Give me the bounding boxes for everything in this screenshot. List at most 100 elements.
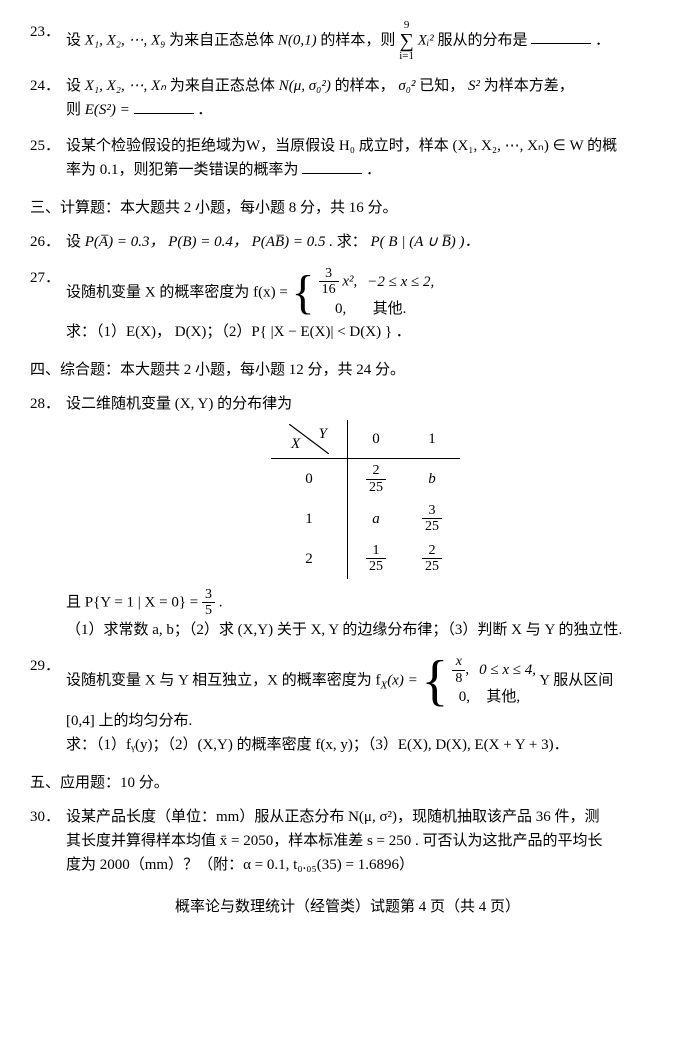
text: 0 ≤ x ≤ 4, (479, 659, 536, 682)
text: 设随机变量 X 与 Y 相互独立，X 的概率密度为 f (66, 673, 380, 689)
fill-blank (531, 28, 591, 44)
text: N(μ, σ₀²) (279, 78, 331, 94)
q24-number: 24． (30, 74, 66, 122)
q26-number: 26． (30, 230, 66, 254)
text: 设 (66, 32, 81, 48)
text: 且 P{Y = 1 | X = 0} = (66, 594, 202, 610)
piecewise-function: { 316 x², −2 ≤ x ≤ 2, 0, 其他. (292, 266, 435, 320)
cell: a (348, 499, 405, 539)
text: 为来自正态总体 (169, 32, 274, 48)
text: 设某个检验假设的拒绝域为W，当原假设 H₀ 成立时，样本 (X₁, X₂, ⋯,… (66, 138, 617, 154)
q29-body: 设随机变量 X 与 Y 相互独立，X 的概率密度为 fX(x) = { x8, … (66, 654, 665, 756)
text: 其他. (373, 298, 407, 321)
q28-number: 28． (30, 392, 66, 642)
text: P(A̅) = 0.3， P(B) = 0.4， P(AB̅) = 0.5 . (85, 234, 333, 250)
text: 已知， (419, 78, 464, 94)
fill-blank (302, 158, 362, 174)
page-footer: 概率论与数理统计（经管类）试题第 4 页（共 4 页） (30, 895, 665, 919)
condition-line: 且 P{Y = 1 | X = 0} = 35 . (66, 587, 665, 619)
text: 率为 0.1，则犯第一类错误的概率为 (66, 162, 299, 178)
text: [0,4] 上的均匀分布. (66, 713, 192, 729)
text: ． (595, 32, 610, 48)
text: 求：（1）fᵧ(y)；（2）(X,Y) 的概率密度 f(x, y)；（3）E(X… (66, 737, 569, 753)
text: X₁, X₂, ⋯, Xₙ (85, 78, 166, 94)
left-brace-icon: { (421, 659, 448, 704)
q30-body: 设某产品长度（单位：mm）服从正态分布 N(μ, σ²)，现随机抽取该产品 36… (66, 805, 665, 877)
text: −2 ≤ x ≤ 2, (367, 271, 434, 294)
question-27: 27． 设随机变量 X 的概率密度为 f(x) = { 316 x², −2 ≤… (30, 266, 665, 344)
col-header: 1 (404, 420, 460, 459)
cell: 225 (404, 539, 460, 579)
section-4-heading: 四、综合题：本大题共 2 小题，每小题 12 分，共 24 分。 (30, 358, 665, 382)
text: P( B | (A ∪ B̅) )． (371, 234, 480, 250)
text: Xᵢ² (418, 32, 434, 48)
row-header: 0 (271, 459, 348, 499)
cases: x8, 0 ≤ x ≤ 4, 0, 其他, (452, 654, 536, 708)
text: , (465, 662, 469, 678)
row-header: 2 (271, 539, 348, 579)
sum-lower: i=1 (399, 50, 414, 62)
text: 设二维随机变量 (X, Y) 的分布律为 (66, 396, 292, 412)
text: ． (197, 102, 212, 118)
y-label: Y (319, 422, 327, 446)
question-29: 29． 设随机变量 X 与 Y 相互独立，X 的概率密度为 fX(x) = { … (30, 654, 665, 756)
row-header: 1 (271, 499, 348, 539)
cell: b (404, 459, 460, 499)
q28-body: 设二维随机变量 (X, Y) 的分布律为 Y X 0 1 0 225 b (66, 392, 665, 642)
text: 求： (337, 234, 371, 250)
section-5-heading: 五、应用题：10 分。 (30, 771, 665, 795)
q27-number: 27． (30, 266, 66, 344)
subparts: （1）求常数 a, b；（2）求 (X,Y) 关于 X, Y 的边缘分布律；（3… (66, 618, 665, 642)
cell: 125 (348, 539, 405, 579)
q25-number: 25． (30, 134, 66, 182)
text: S² (468, 78, 480, 94)
text: σ₀² (398, 78, 415, 94)
cell: 325 (404, 499, 460, 539)
q26-body: 设 P(A̅) = 0.3， P(B) = 0.4， P(AB̅) = 0.5 … (66, 230, 665, 254)
q23-body: 设 X₁, X₂, ⋯, X₉ 为来自正态总体 N(0,1) 的样本，则 9 ∑… (66, 20, 665, 62)
text: 为来自正态总体 (170, 78, 275, 94)
fill-blank (134, 98, 194, 114)
cases: 316 x², −2 ≤ x ≤ 2, 0, 其他. (319, 266, 435, 320)
text: Y 服从区间 (539, 673, 613, 689)
q27-body: 设随机变量 X 的概率密度为 f(x) = { 316 x², −2 ≤ x ≤… (66, 266, 665, 344)
section-3-heading: 三、计算题：本大题共 2 小题，每小题 8 分，共 16 分。 (30, 196, 665, 220)
fraction: 35 (202, 587, 215, 619)
text: 设 (66, 78, 81, 94)
table-corner: Y X (271, 420, 348, 459)
distribution-table: Y X 0 1 0 225 b 1 a 325 2 125 225 (271, 420, 460, 578)
col-header: 0 (348, 420, 405, 459)
text: 0, (319, 298, 363, 321)
fraction: 316 (319, 266, 339, 298)
text: 的样本，则 (320, 32, 395, 48)
text: 服从的分布是 (438, 32, 528, 48)
x-label: X (291, 432, 300, 456)
piecewise-function: { x8, 0 ≤ x ≤ 4, 0, 其他, (421, 654, 536, 708)
q29-number: 29． (30, 654, 66, 756)
text: 则 (66, 102, 81, 118)
text: 的样本， (335, 78, 395, 94)
cell: 225 (348, 459, 405, 499)
text: ． (366, 162, 381, 178)
text: x², (342, 273, 357, 289)
text: 设某产品长度（单位：mm）服从正态分布 N(μ, σ²)，现随机抽取该产品 36… (66, 809, 600, 825)
question-26: 26． 设 P(A̅) = 0.3， P(B) = 0.4， P(AB̅) = … (30, 230, 665, 254)
q30-number: 30． (30, 805, 66, 877)
sigma-icon: ∑ (399, 31, 414, 51)
numer: 3 (319, 266, 339, 282)
question-28: 28． 设二维随机变量 (X, Y) 的分布律为 Y X 0 1 0 225 b (30, 392, 665, 642)
text: (x) = (387, 673, 418, 689)
text: N(0,1) (278, 32, 317, 48)
text: 0, (452, 686, 476, 709)
denom: 16 (319, 282, 339, 297)
text: . (219, 594, 223, 610)
text: 为样本方差， (484, 78, 574, 94)
question-24: 24． 设 X₁, X₂, ⋯, Xₙ 为来自正态总体 N(μ, σ₀²) 的样… (30, 74, 665, 122)
text: 度为 2000（mm）？（附：α = 0.1, t₀.₀₅(35) = 1.68… (66, 857, 414, 873)
text: X₁, X₂, ⋯, X₉ (85, 32, 166, 48)
question-25: 25． 设某个检验假设的拒绝域为W，当原假设 H₀ 成立时，样本 (X₁, X₂… (30, 134, 665, 182)
text: 设 (66, 234, 81, 250)
text: 其他, (486, 686, 520, 709)
q25-body: 设某个检验假设的拒绝域为W，当原假设 H₀ 成立时，样本 (X₁, X₂, ⋯,… (66, 134, 665, 182)
text: 设随机变量 X 的概率密度为 f(x) = (66, 285, 288, 301)
